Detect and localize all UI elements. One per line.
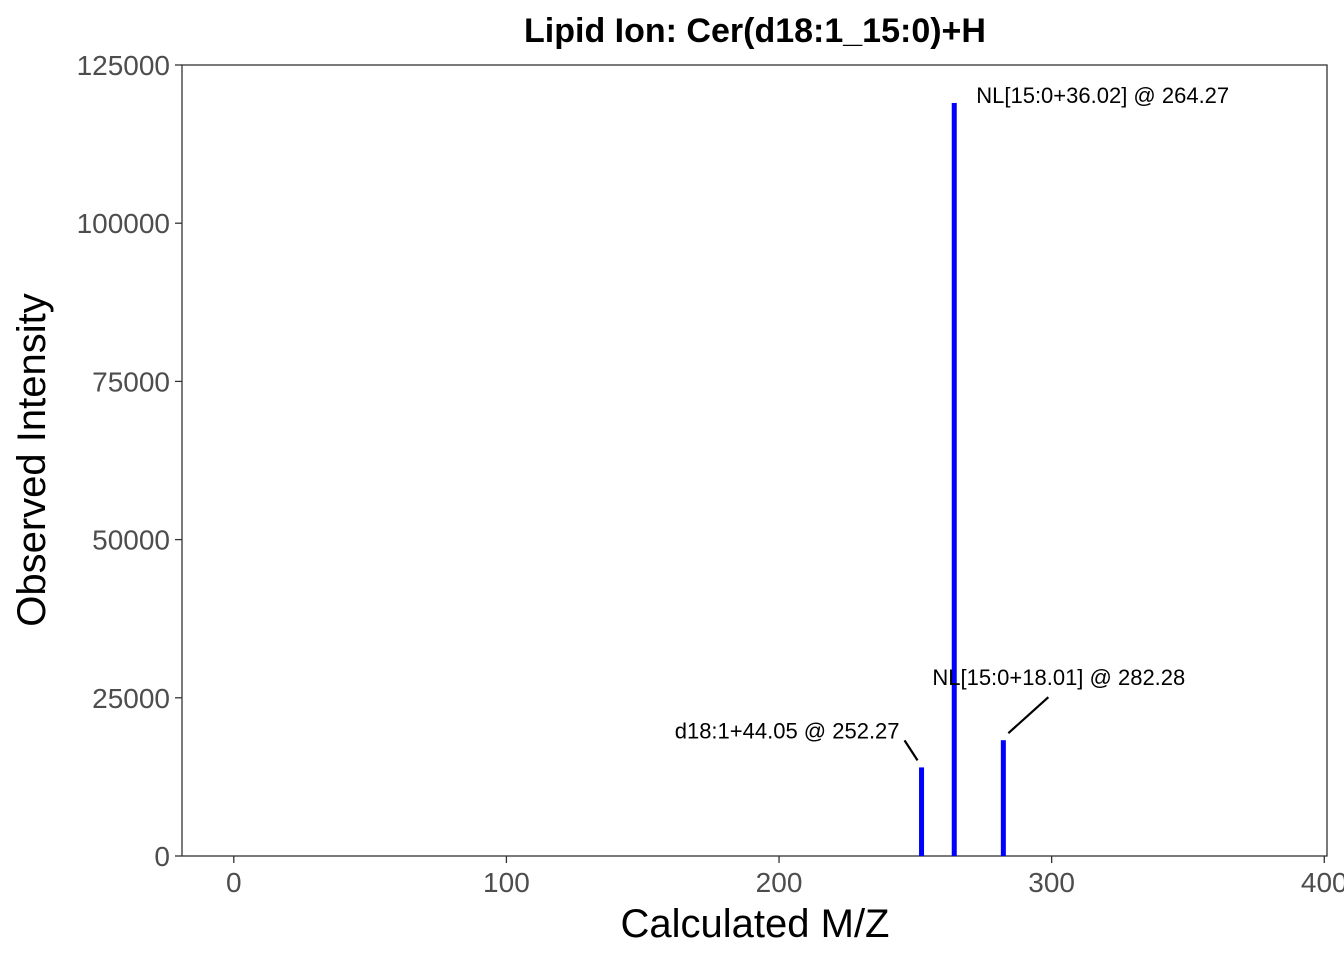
bars-group [919, 102, 1006, 856]
spectrum-bar [1000, 740, 1006, 856]
peak-annotation: NL[15:0+36.02] @ 264.27 [976, 83, 1229, 108]
y-axis-title: Observed Intensity [10, 293, 54, 627]
spectrum-bar [919, 767, 925, 856]
x-tick-label: 300 [1028, 867, 1075, 898]
x-tick-label: 200 [756, 867, 803, 898]
y-tick-label: 25000 [92, 683, 170, 714]
y-tick-label: 100000 [77, 208, 170, 239]
y-tick-label: 125000 [77, 50, 170, 81]
x-axis: 0 100 200 300 400 [226, 856, 1344, 898]
y-tick-label: 0 [154, 841, 170, 872]
x-axis-title: Calculated M/Z [621, 902, 890, 946]
peak-annotation: NL[15:0+18.01] @ 282.28 [932, 665, 1185, 690]
spectrum-bar [951, 102, 957, 856]
annotations-group: d18:1+44.05 @ 252.27 NL[15:0+36.02] @ 264… [675, 83, 1229, 762]
annotation-leader-line [1007, 696, 1050, 735]
x-tick-label: 100 [483, 867, 530, 898]
x-tick-label: 400 [1301, 867, 1344, 898]
y-axis: 0 25000 50000 75000 100000 125000 [77, 50, 182, 872]
plot-panel [181, 64, 1328, 857]
y-tick-label: 75000 [92, 366, 170, 397]
y-tick-label: 50000 [92, 525, 170, 556]
peak-annotation: d18:1+44.05 @ 252.27 [675, 718, 900, 743]
x-tick-label: 0 [226, 867, 242, 898]
annotation-leader-line [903, 739, 919, 762]
chart-title: Lipid Ion: Cer(d18:1_15:0)+H [524, 12, 986, 50]
